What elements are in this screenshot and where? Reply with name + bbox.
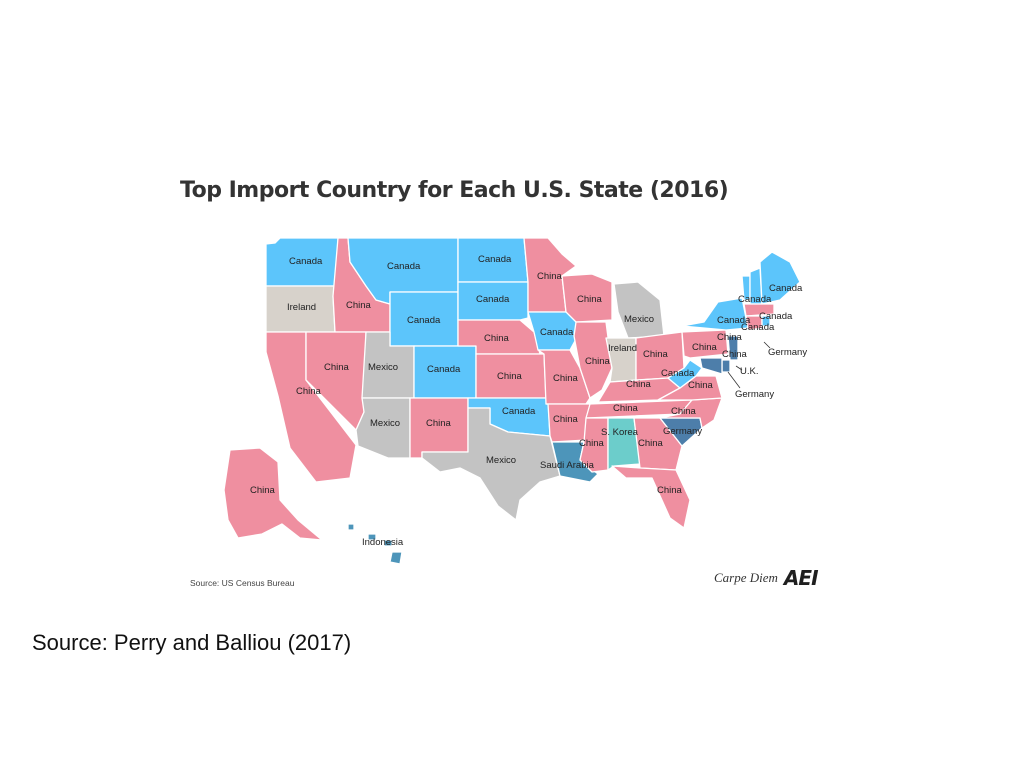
label-fl: China [657,485,683,496]
source-note: Source: US Census Bureau [190,578,295,588]
label-hi: Indonesia [362,537,404,548]
label-wi: China [577,294,603,305]
state-tx [421,407,561,521]
label-mi: Mexico [624,314,654,325]
label-nd: Canada [478,254,512,265]
label-il: China [585,356,611,367]
state-il [573,321,613,399]
label-nv: China [324,362,350,373]
leader-ri [763,341,771,349]
label-al: S. Korea [601,427,639,438]
state-ct [745,315,763,331]
label-ms: China [579,438,605,449]
leader-de [727,371,741,389]
state-mo [537,349,591,405]
label-ky: China [626,379,652,390]
label-az: Mexico [370,418,400,429]
state-ri [761,315,771,327]
label-mt: Canada [387,261,421,272]
label-nm: China [426,418,452,429]
label-ut: Mexico [368,362,398,373]
state-wi [561,273,613,323]
label-ak: China [250,485,276,496]
label-ma: China [722,349,748,360]
label-id: China [346,300,372,311]
slide-caption: Source: Perry and Balliou (2017) [32,630,352,655]
label-leader-lines [727,341,771,389]
label-sd: Canada [476,294,510,305]
label-co: Canada [427,364,461,375]
label-wy: Canada [407,315,441,326]
label-vt: Canada [717,315,751,326]
state-shapes [223,237,801,565]
aei-logo-mark: AEI [783,566,819,590]
label-md: Germany [735,389,774,400]
carpe-diem-aei-logo: Carpe Diem AEI [714,566,819,590]
label-ct: China [717,332,743,343]
label-sc: Germany [663,426,702,437]
logo-text: Carpe Diem [714,570,778,585]
label-ok: Canada [502,406,536,417]
label-la: Saudi Arabia [540,460,595,471]
label-nj: Germany [768,347,807,358]
state-pa [681,329,729,359]
state-nj [727,335,739,361]
state-mi [613,281,665,339]
state-de [721,359,731,373]
map-title: Top Import Country for Each U.S. State (… [180,178,729,203]
label-ar: China [553,414,579,425]
state-al [607,417,641,471]
leader-nj [735,365,743,371]
state-labels: Canada Ireland China China China Canada … [250,254,807,548]
state-ny [681,297,749,331]
label-oh: China [643,349,669,360]
label-va: China [688,380,714,391]
state-ma [743,303,775,317]
label-mn: China [537,271,563,282]
label-me: Canada [769,283,803,294]
label-tn: China [613,403,639,414]
label-ga: China [638,438,664,449]
label-wa: Canada [289,256,323,267]
state-fl [611,465,691,529]
label-ny: Canada [738,294,772,305]
label-ia: Canada [540,327,574,338]
label-de: U.K. [740,366,758,377]
state-md [699,357,723,375]
label-ne: China [484,333,510,344]
label-ca: China [296,386,322,397]
label-ks: China [497,371,523,382]
label-or: Ireland [287,302,316,313]
state-hi [347,523,403,565]
label-ri: Canada [741,322,775,333]
label-nc: China [671,406,697,417]
label-pa: China [692,342,718,353]
label-tx: Mexico [486,455,516,466]
state-ak [223,447,323,541]
label-nh: Canada [759,311,793,322]
label-wv: Canada [661,368,695,379]
state-sd [457,281,529,321]
label-in: Ireland [608,343,637,354]
label-mo: China [553,373,579,384]
